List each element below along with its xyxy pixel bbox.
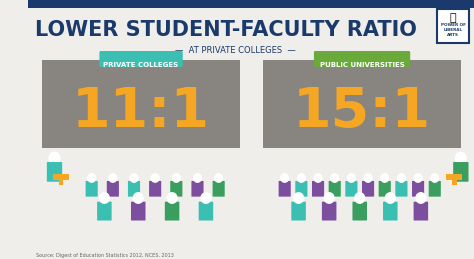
Text: —  AT PRIVATE COLLEGES  —: — AT PRIVATE COLLEGES —: [175, 46, 295, 54]
FancyBboxPatch shape: [128, 181, 140, 197]
FancyBboxPatch shape: [353, 202, 367, 220]
FancyBboxPatch shape: [328, 181, 341, 197]
Circle shape: [166, 192, 178, 204]
FancyBboxPatch shape: [438, 9, 469, 43]
Circle shape: [455, 152, 467, 164]
FancyBboxPatch shape: [314, 51, 410, 67]
Text: 15:1: 15:1: [293, 85, 431, 139]
Circle shape: [172, 173, 181, 183]
Circle shape: [48, 152, 61, 164]
Bar: [53, 174, 69, 180]
FancyBboxPatch shape: [428, 181, 441, 197]
Circle shape: [193, 173, 202, 183]
Circle shape: [413, 173, 423, 183]
FancyBboxPatch shape: [199, 202, 213, 220]
Circle shape: [87, 173, 96, 183]
FancyBboxPatch shape: [149, 181, 161, 197]
FancyBboxPatch shape: [107, 181, 119, 197]
Bar: [264, 60, 461, 148]
FancyBboxPatch shape: [295, 181, 308, 197]
FancyBboxPatch shape: [191, 181, 203, 197]
FancyBboxPatch shape: [47, 162, 62, 182]
Text: 11:1: 11:1: [72, 85, 210, 139]
Circle shape: [364, 173, 373, 183]
Circle shape: [330, 173, 339, 183]
Circle shape: [415, 192, 427, 204]
Circle shape: [99, 192, 110, 204]
FancyBboxPatch shape: [165, 202, 179, 220]
Bar: [28, 0, 474, 8]
FancyBboxPatch shape: [395, 181, 408, 197]
FancyBboxPatch shape: [453, 162, 468, 182]
Circle shape: [324, 192, 335, 204]
Circle shape: [214, 173, 223, 183]
FancyBboxPatch shape: [170, 181, 182, 197]
FancyBboxPatch shape: [322, 202, 337, 220]
FancyBboxPatch shape: [312, 181, 324, 197]
Circle shape: [280, 173, 289, 183]
Bar: [447, 174, 463, 180]
FancyBboxPatch shape: [292, 202, 306, 220]
Circle shape: [108, 173, 118, 183]
Circle shape: [397, 173, 406, 183]
FancyBboxPatch shape: [279, 181, 291, 197]
FancyBboxPatch shape: [379, 181, 391, 197]
Text: LOWER STUDENT-FACULTY RATIO: LOWER STUDENT-FACULTY RATIO: [35, 20, 417, 40]
Circle shape: [430, 173, 439, 183]
Text: 🎓: 🎓: [450, 13, 456, 23]
FancyBboxPatch shape: [412, 181, 424, 197]
FancyBboxPatch shape: [383, 202, 398, 220]
FancyBboxPatch shape: [100, 51, 182, 67]
Circle shape: [133, 192, 144, 204]
Circle shape: [313, 173, 323, 183]
Text: PUBLIC UNIVERSITIES: PUBLIC UNIVERSITIES: [319, 62, 404, 68]
FancyBboxPatch shape: [362, 181, 374, 197]
Text: Source: Digest of Education Statistics 2012, NCES, 2013: Source: Digest of Education Statistics 2…: [36, 253, 173, 257]
Text: PRIVATE COLLEGES: PRIVATE COLLEGES: [103, 62, 179, 68]
Text: POWER OF
LIBERAL
ARTS: POWER OF LIBERAL ARTS: [441, 23, 466, 37]
Circle shape: [385, 192, 396, 204]
FancyBboxPatch shape: [86, 181, 98, 197]
FancyBboxPatch shape: [414, 202, 428, 220]
FancyBboxPatch shape: [346, 181, 357, 197]
Circle shape: [201, 192, 211, 204]
Circle shape: [151, 173, 160, 183]
Circle shape: [380, 173, 389, 183]
Bar: [452, 180, 457, 185]
Circle shape: [129, 173, 138, 183]
FancyBboxPatch shape: [131, 202, 146, 220]
Circle shape: [354, 192, 365, 204]
Circle shape: [347, 173, 356, 183]
FancyBboxPatch shape: [212, 181, 225, 197]
Bar: [42, 60, 240, 148]
Circle shape: [297, 173, 306, 183]
Bar: [58, 180, 64, 185]
FancyBboxPatch shape: [97, 202, 112, 220]
Circle shape: [293, 192, 304, 204]
